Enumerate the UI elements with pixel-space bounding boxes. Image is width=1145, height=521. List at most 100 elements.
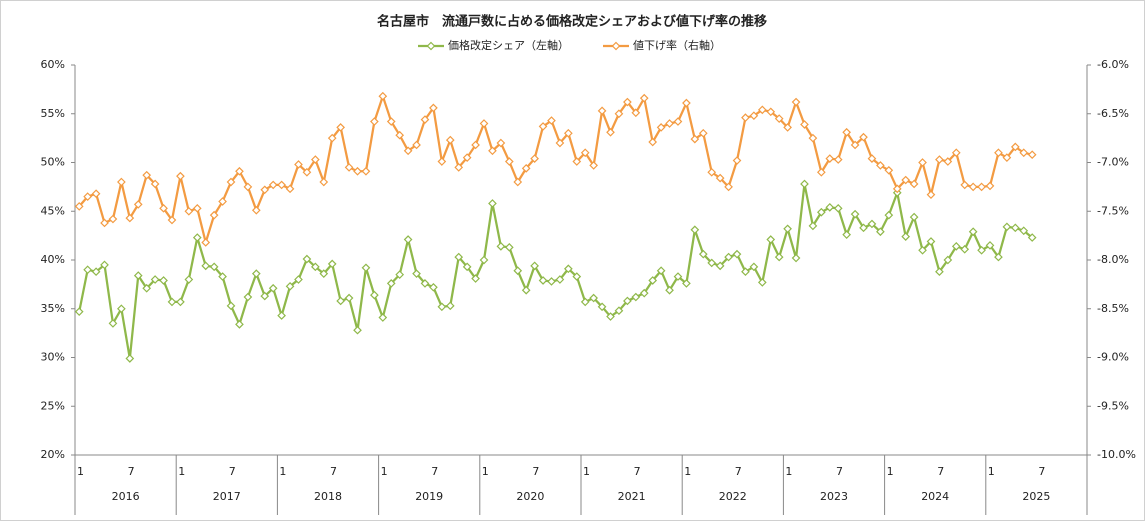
marker: [530, 261, 539, 271]
marker: [454, 163, 464, 172]
marker: [184, 206, 194, 216]
x-tick-label: 7: [532, 465, 539, 478]
marker: [648, 137, 658, 147]
marker: [842, 127, 851, 137]
x-tick-label: 1: [482, 465, 489, 478]
year-label: 2021: [618, 490, 646, 503]
marker: [791, 97, 801, 107]
marker: [783, 224, 792, 234]
marker: [117, 177, 126, 187]
marker: [192, 233, 202, 242]
marker: [412, 140, 421, 150]
marker: [209, 210, 219, 220]
y-tick-label: 50%: [41, 156, 65, 169]
marker: [589, 293, 598, 303]
marker: [935, 267, 944, 277]
marker: [707, 258, 717, 268]
year-label: 2017: [213, 490, 241, 503]
marker: [429, 282, 438, 292]
marker: [631, 108, 641, 118]
marker: [757, 278, 767, 287]
y2-tick-label: -6.5%: [1097, 107, 1129, 120]
marker: [471, 274, 480, 283]
marker: [808, 221, 818, 231]
marker: [100, 218, 109, 228]
marker: [268, 283, 278, 293]
marker: [235, 320, 244, 329]
legend-marker: [426, 41, 436, 51]
marker: [1002, 153, 1012, 162]
marker: [445, 301, 455, 311]
x-tick-label: 1: [279, 465, 286, 478]
marker: [876, 227, 885, 237]
year-label: 2019: [415, 490, 443, 503]
marker: [370, 117, 379, 126]
marker: [749, 111, 759, 121]
marker: [235, 166, 244, 176]
y2-tick-label: -9.0%: [1097, 351, 1129, 364]
marker: [926, 237, 936, 246]
marker: [943, 157, 953, 166]
marker: [1019, 148, 1029, 158]
year-label: 2018: [314, 490, 342, 503]
marker: [277, 311, 286, 320]
x-tick-label: 1: [381, 465, 388, 478]
marker: [842, 230, 851, 239]
marker: [218, 272, 227, 281]
marker: [268, 180, 278, 190]
marker: [749, 262, 759, 272]
marker: [336, 296, 345, 306]
marker: [159, 203, 168, 213]
y-tick-label: 40%: [41, 253, 65, 266]
marker: [378, 91, 388, 101]
year-label: 2025: [1022, 490, 1050, 503]
marker: [867, 154, 877, 163]
marker: [530, 154, 539, 163]
marker: [943, 255, 953, 265]
marker: [74, 307, 84, 317]
marker: [395, 270, 405, 279]
x-tick-label: 1: [178, 465, 185, 478]
x-tick-label: 7: [431, 465, 438, 478]
marker: [606, 312, 615, 321]
marker: [395, 130, 405, 140]
marker: [741, 267, 750, 277]
marker: [715, 261, 725, 271]
marker: [226, 177, 236, 187]
marker: [302, 254, 312, 264]
marker: [91, 189, 101, 199]
marker: [513, 266, 523, 276]
marker: [285, 184, 295, 194]
marker: [125, 354, 135, 363]
marker: [420, 115, 430, 124]
marker: [715, 173, 725, 183]
marker: [673, 117, 683, 126]
marker: [631, 292, 641, 302]
y2-tick-label: -7.5%: [1097, 204, 1129, 217]
marker: [564, 128, 573, 138]
marker: [968, 227, 978, 237]
marker: [150, 179, 160, 189]
marker: [960, 180, 970, 190]
marker: [901, 175, 911, 185]
y-tick-label: 45%: [41, 204, 65, 217]
marker: [859, 223, 868, 233]
marker: [108, 214, 118, 224]
marker: [294, 275, 303, 284]
marker: [386, 117, 396, 126]
marker: [555, 275, 565, 284]
marker: [462, 262, 472, 272]
marker: [294, 160, 303, 169]
marker: [833, 155, 843, 164]
marker: [901, 232, 911, 241]
marker: [791, 253, 801, 263]
marker: [766, 107, 776, 117]
marker: [260, 291, 270, 301]
x-tick-label: 7: [330, 465, 337, 478]
y-tick-label: 55%: [41, 107, 65, 120]
marker: [504, 242, 514, 252]
y2-tick-label: -7.0%: [1097, 156, 1129, 169]
marker: [606, 127, 615, 137]
marker: [867, 219, 877, 229]
marker: [656, 266, 666, 276]
